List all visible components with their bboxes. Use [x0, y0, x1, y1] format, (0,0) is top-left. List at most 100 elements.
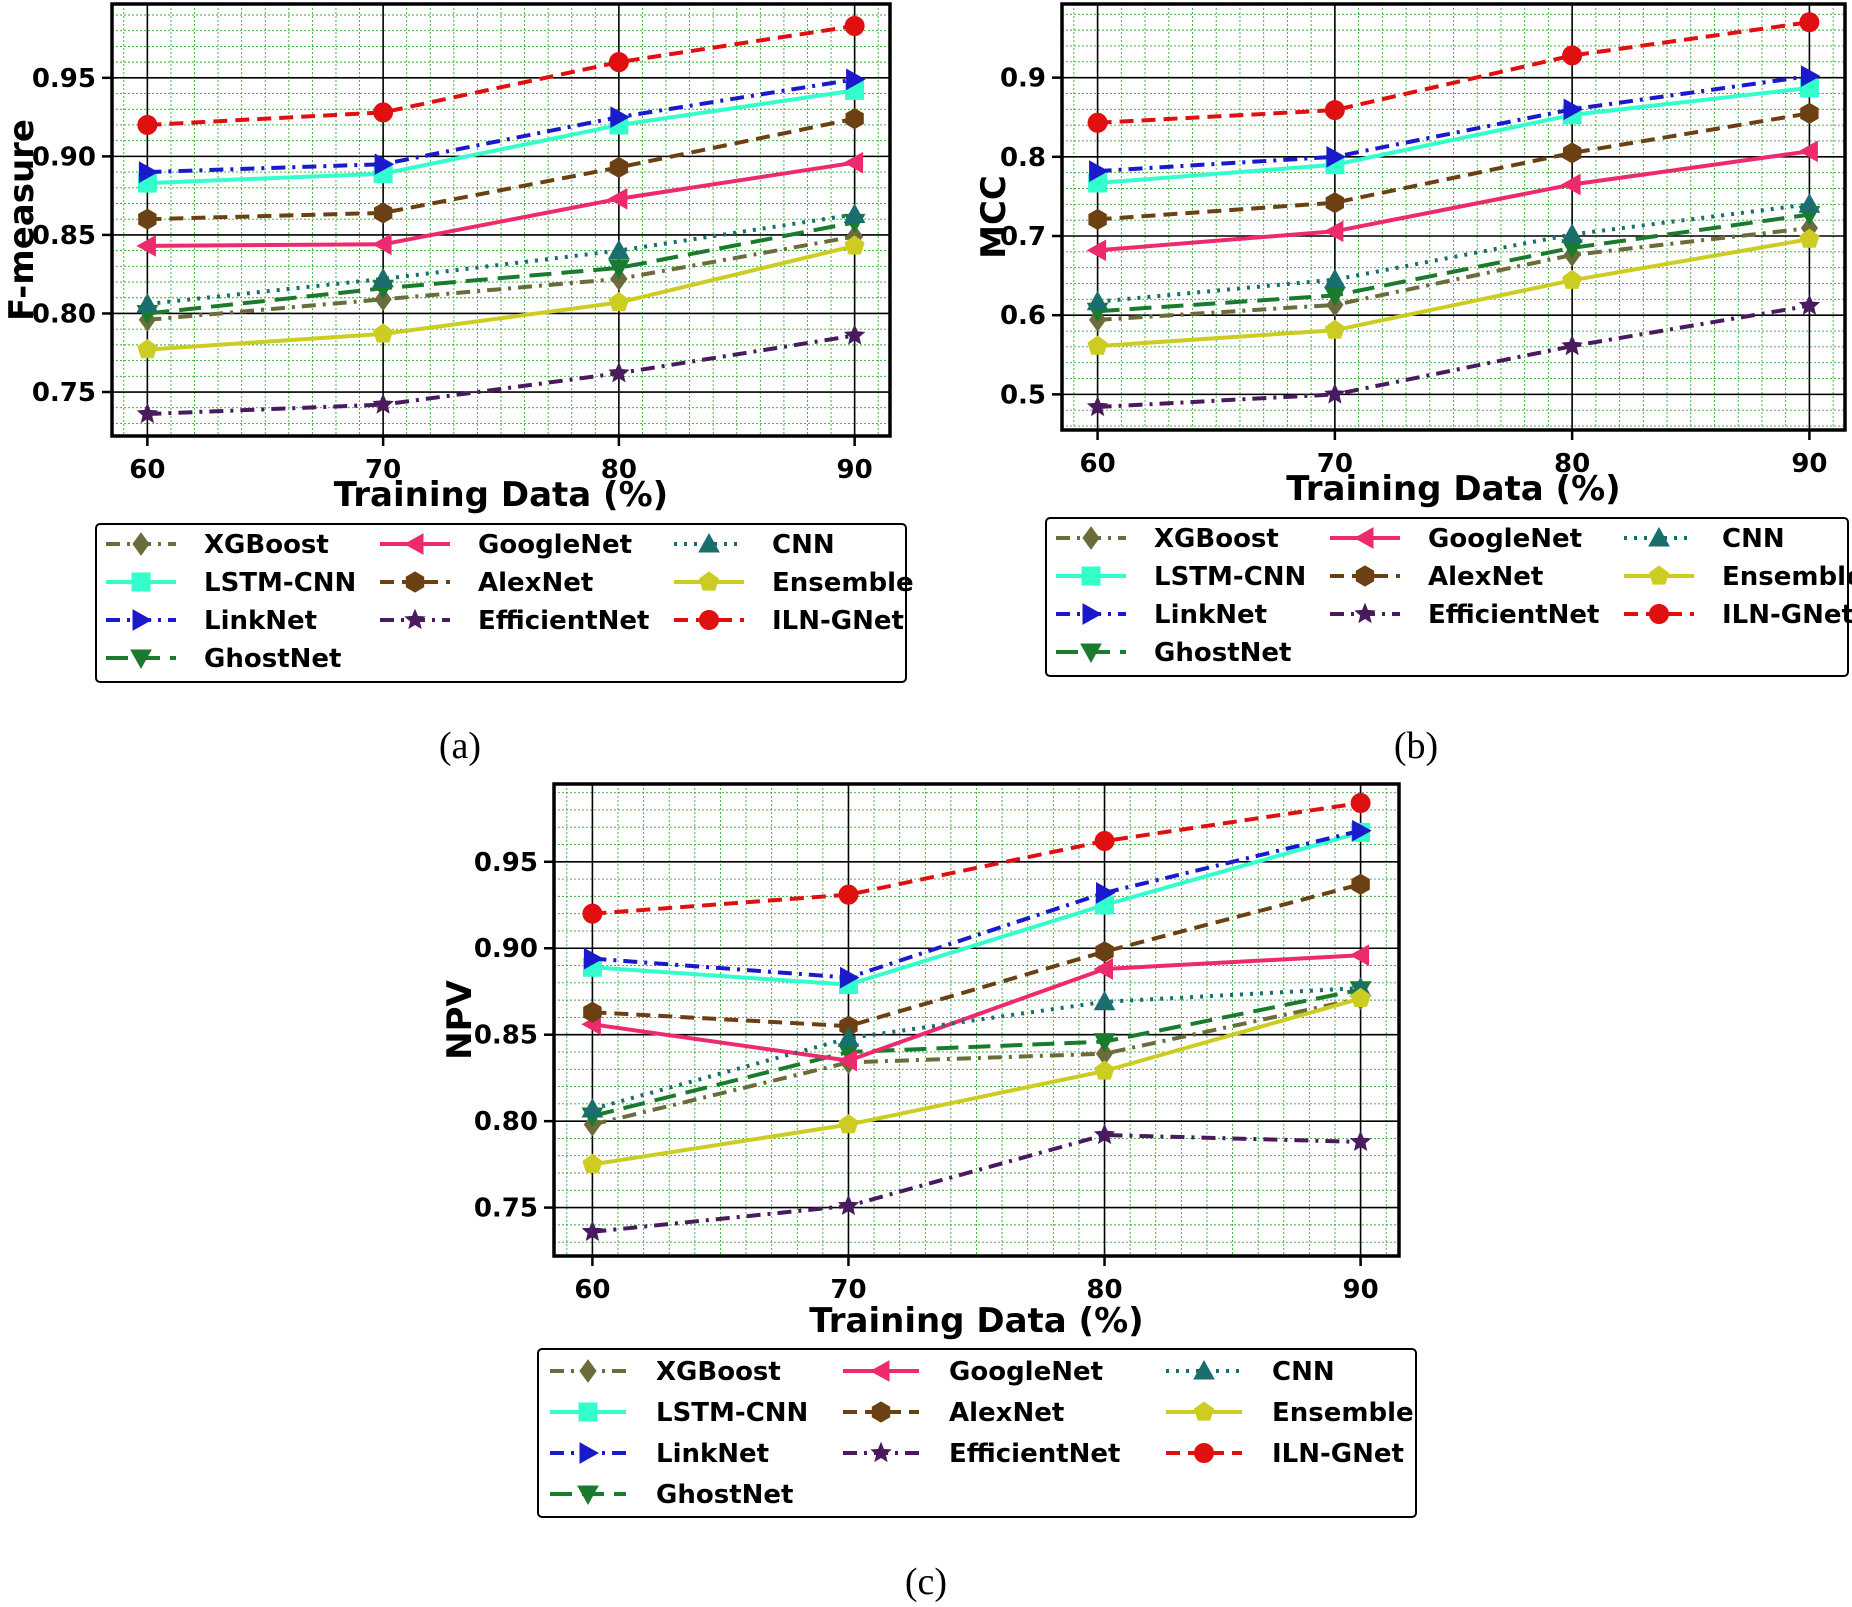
chart-panel-1: 0.5 0.6 0.7 0.8 0.9 60 70 80 90 Training Data (%)… [974, 2, 1852, 767]
major-grid [1062, 4, 1845, 430]
series-line [147, 160, 855, 248]
legend-label: ILN-GNet [1272, 1439, 1404, 1469]
x-tick-label: 60 [129, 455, 165, 485]
series-line [592, 1133, 1361, 1234]
x-tick-label: 80 [1554, 449, 1590, 479]
y-tick-label: 0.75 [474, 1194, 538, 1224]
data-point [1324, 100, 1345, 121]
data-point [1561, 173, 1581, 196]
x-tick-label: 70 [1317, 449, 1353, 479]
y-tick-label: 0.95 [474, 848, 538, 878]
data-point [1093, 1033, 1116, 1053]
data-point [846, 68, 866, 91]
y-tick-label: 0.9 [1000, 64, 1046, 94]
legend-marker [1194, 1443, 1214, 1463]
data-point [837, 1194, 860, 1216]
data-point [843, 324, 866, 345]
legend-item-cnn: CNN [1624, 524, 1785, 554]
series-line [147, 88, 855, 186]
x-tick-label: 70 [830, 1275, 866, 1305]
data-point [844, 235, 865, 255]
series-line [1097, 149, 1810, 253]
data-point [1350, 987, 1371, 1007]
legend-marker [578, 1402, 598, 1422]
legend-item-xgboost: XGBoost [1056, 524, 1279, 554]
x-axis-title: Training Data (%) [334, 475, 668, 515]
data-point [1563, 142, 1582, 164]
data-point [1087, 112, 1108, 133]
legend-marker [1080, 643, 1102, 664]
legend-label: LSTM-CNN [204, 568, 356, 598]
series-efficientnet [136, 324, 866, 424]
data-point [608, 361, 630, 383]
x-tick-label: 90 [1342, 1275, 1378, 1305]
legend-marker [1648, 565, 1670, 585]
data-point [1093, 1123, 1116, 1145]
y-tick-label: 0.95 [32, 64, 96, 94]
data-point [581, 1220, 604, 1241]
legend-label: XGBoost [204, 530, 329, 560]
data-point [1350, 793, 1371, 814]
y-tick-label: 0.6 [1000, 301, 1046, 331]
legend-label: LinkNet [1154, 600, 1267, 630]
data-point [610, 106, 630, 128]
data-point [374, 202, 393, 224]
data-point [136, 235, 156, 257]
series-cnn [136, 203, 866, 313]
legend-marker [577, 1485, 599, 1506]
series-lstm-cnn [137, 80, 865, 193]
legend-label: GhostNet [1154, 638, 1291, 668]
series-ensemble [1087, 228, 1820, 355]
legend-item-alexnet: AlexNet [1330, 562, 1543, 592]
series-googlenet [136, 151, 864, 257]
data-point [138, 208, 157, 230]
series-line [147, 220, 855, 316]
data-point [845, 108, 864, 130]
x-tick-label: 70 [365, 455, 401, 485]
data-point [608, 291, 629, 312]
legend-item-lstm-cnn: LSTM-CNN [550, 1398, 808, 1428]
data-point [1349, 1130, 1372, 1152]
legend-item-lstm-cnn: LSTM-CNN [1056, 562, 1306, 592]
legend-label: Ensemble [772, 568, 914, 598]
legend-marker [579, 1359, 597, 1383]
series-line [591, 987, 1361, 1118]
data-point [1798, 294, 1821, 315]
legend-label: AlexNet [1428, 562, 1543, 592]
data-point [609, 156, 628, 178]
series-line [1097, 237, 1810, 349]
data-point [1324, 319, 1345, 339]
plot-frame [552, 782, 1401, 1258]
series-line [1097, 212, 1810, 314]
data-point [1798, 140, 1818, 163]
data-point [1561, 223, 1583, 243]
y-tick-label: 0.85 [474, 1021, 538, 1051]
legend-item-alexnet: AlexNet [380, 568, 593, 598]
data-point [1800, 65, 1821, 87]
data-point [374, 153, 395, 176]
legend-item-efficientnet: EfficientNet [1330, 600, 1599, 630]
series-iln-gnet [1087, 12, 1820, 133]
data-point [372, 233, 392, 256]
series-efficientnet [1086, 294, 1821, 417]
legend-marker [1081, 566, 1101, 586]
data-point [138, 161, 159, 183]
legend-item-googlenet: GoogleNet [380, 530, 632, 560]
legend-label: XGBoost [656, 1357, 781, 1387]
legend-label: AlexNet [478, 568, 593, 598]
data-point [1799, 228, 1820, 248]
y-tick-label: 0.7 [1000, 222, 1046, 252]
series-ensemble [582, 987, 1371, 1173]
data-point [838, 884, 859, 905]
legend-item-linknet: LinkNet [1056, 600, 1267, 630]
major-grid [554, 784, 1399, 1256]
data-point [1563, 98, 1584, 121]
series-line [147, 77, 855, 175]
data-point [608, 259, 630, 279]
data-point [1094, 1060, 1115, 1080]
legend-label: LinkNet [656, 1439, 769, 1469]
data-point [1323, 220, 1344, 243]
legend-item-googlenet: GoogleNet [843, 1357, 1103, 1387]
legend: XGBoost GoogleNet CNN LSTM-CNN AlexNet Ensemb… [537, 1348, 1417, 1518]
